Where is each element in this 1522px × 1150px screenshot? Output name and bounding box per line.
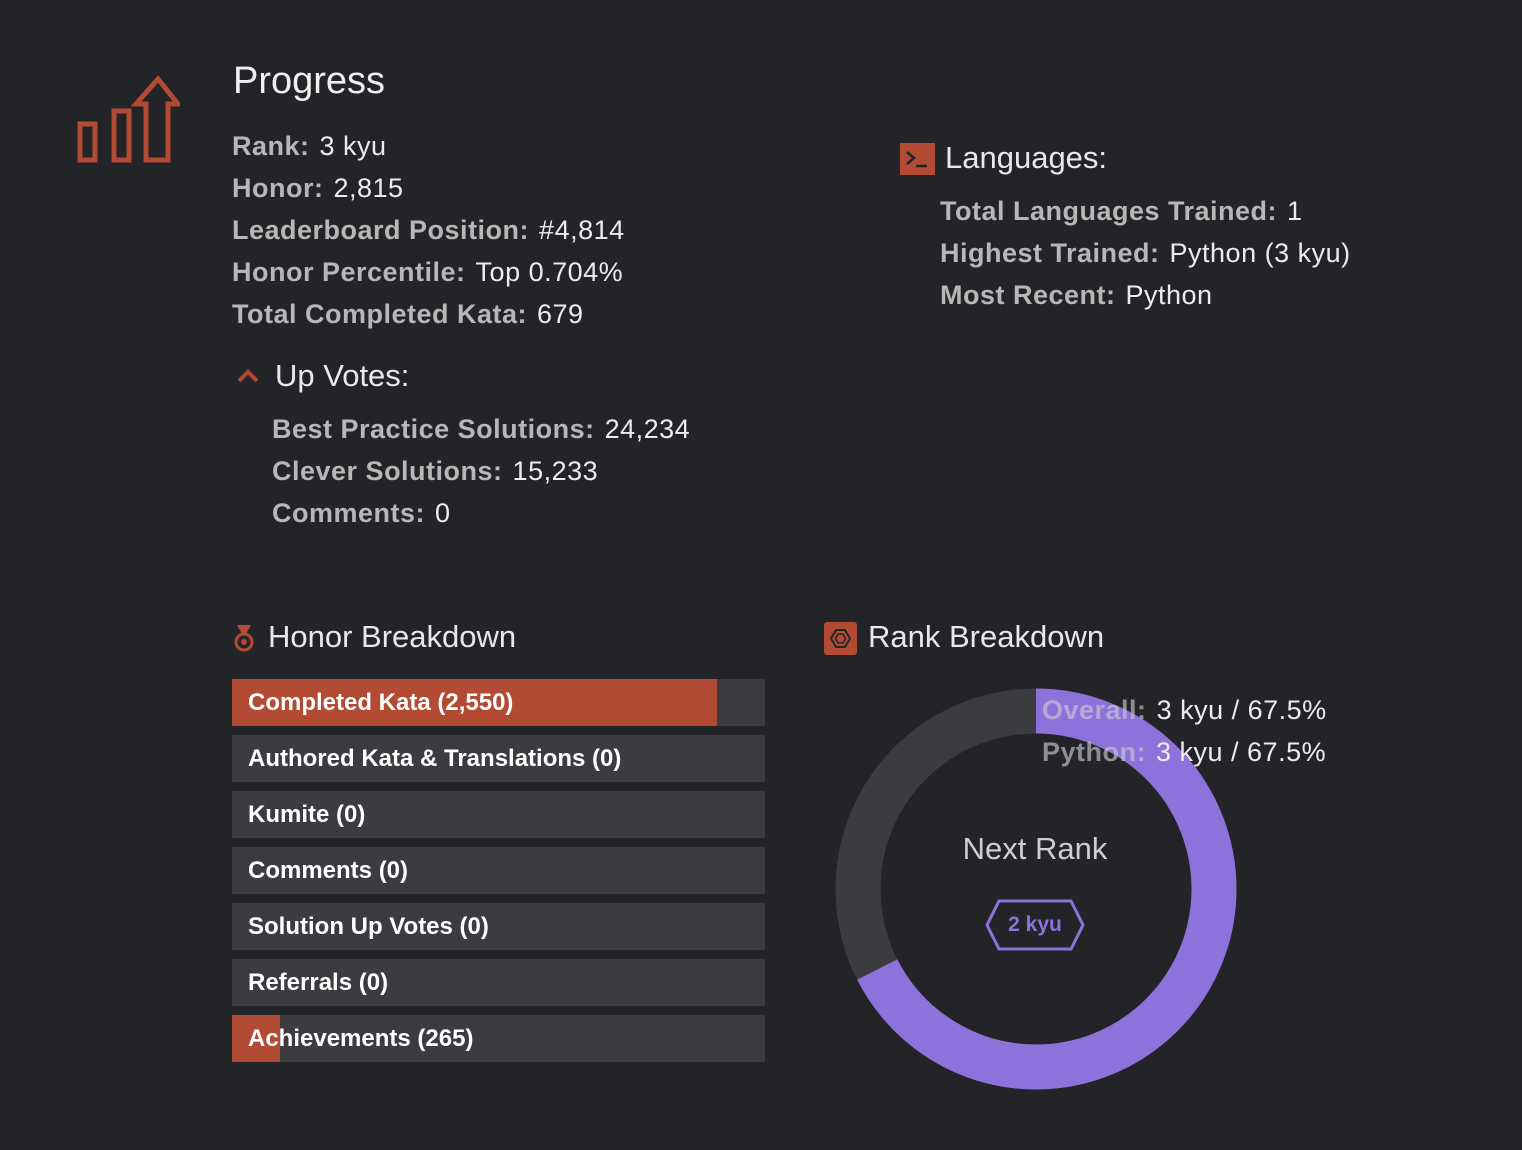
python-rank-label: Python: — [1042, 737, 1146, 767]
next-rank-badge: 2 kyu — [985, 899, 1085, 951]
honor-bar-completed-kata: Completed Kata (2,550) — [232, 679, 765, 726]
highest-trained-label: Highest Trained: — [940, 238, 1160, 268]
python-rank-stat: Python: 3 kyu / 67.5% — [1042, 737, 1326, 768]
honor-bar-kumite: Kumite (0) — [232, 791, 765, 838]
percentile-stat: Honor Percentile: Top 0.704% — [232, 257, 623, 288]
chart-arrow-up-icon — [76, 74, 184, 168]
leaderboard-stat: Leaderboard Position: #4,814 — [232, 215, 625, 246]
overall-rank-label: Overall: — [1042, 695, 1147, 725]
honor-bar-label: Comments (0) — [248, 857, 409, 884]
progress-title: Progress — [233, 60, 386, 102]
hexagon-icon — [824, 622, 857, 655]
rank-breakdown-title: Rank Breakdown — [868, 619, 1105, 654]
honor-bar-fill — [232, 1015, 280, 1062]
completed-kata-stat: Total Completed Kata: 679 — [232, 299, 584, 330]
honor-bar-label: Achievements (265) — [248, 1025, 474, 1052]
leaderboard-value: #4,814 — [539, 215, 625, 245]
honor-bar-authored-kata: Authored Kata & Translations (0) — [232, 735, 765, 782]
chevron-up-icon — [236, 366, 260, 386]
total-languages-label: Total Languages Trained: — [940, 196, 1278, 226]
upvotes-title: Up Votes: — [275, 358, 410, 393]
most-recent-label: Most Recent: — [940, 280, 1116, 310]
clever-stat: Clever Solutions: 15,233 — [272, 456, 598, 487]
honor-bar-label: Solution Up Votes (0) — [248, 913, 489, 940]
terminal-icon — [900, 143, 935, 175]
rank-label: Rank: — [232, 131, 310, 161]
best-practice-label: Best Practice Solutions: — [272, 414, 595, 444]
honor-bar-label: Referrals (0) — [248, 969, 389, 996]
most-recent-value: Python — [1125, 280, 1213, 310]
total-languages-value: 1 — [1287, 196, 1303, 226]
languages-title: Languages: — [945, 140, 1108, 175]
clever-label: Clever Solutions: — [272, 456, 503, 486]
comments-label: Comments: — [272, 498, 426, 528]
hexagon-badge-icon — [985, 899, 1085, 951]
rank-donut-progress — [835, 688, 1237, 1090]
completed-kata-value: 679 — [537, 299, 584, 329]
completed-kata-label: Total Completed Kata: — [232, 299, 528, 329]
python-rank-value: 3 kyu / 67.5% — [1156, 737, 1327, 767]
honor-bar-referrals: Referrals (0) — [232, 959, 765, 1006]
comments-stat: Comments: 0 — [272, 498, 451, 529]
percentile-label: Honor Percentile: — [232, 257, 466, 287]
honor-bar-label: Kumite (0) — [248, 801, 366, 828]
honor-bar-fill — [232, 679, 718, 726]
rank-donut — [835, 688, 1237, 1090]
honor-bar-achievements: Achievements (265) — [232, 1015, 765, 1062]
honor-label: Honor: — [232, 173, 324, 203]
honor-bar-comments: Comments (0) — [232, 847, 765, 894]
comments-value: 0 — [435, 498, 451, 528]
medal-icon — [233, 623, 255, 653]
honor-stat: Honor: 2,815 — [232, 173, 404, 204]
rank-value: 3 kyu — [319, 131, 387, 161]
overall-rank-value: 3 kyu / 67.5% — [1156, 695, 1327, 725]
honor-bar-label: Authored Kata & Translations (0) — [248, 745, 622, 772]
best-practice-stat: Best Practice Solutions: 24,234 — [272, 414, 690, 445]
overall-rank-stat: Overall: 3 kyu / 67.5% — [1042, 695, 1327, 726]
clever-value: 15,233 — [512, 456, 599, 486]
rank-stat: Rank: 3 kyu — [232, 131, 387, 162]
total-languages-stat: Total Languages Trained: 1 — [940, 196, 1303, 227]
best-practice-value: 24,234 — [604, 414, 691, 444]
honor-bar-label: Completed Kata (2,550) — [248, 689, 514, 716]
percentile-value: Top 0.704% — [475, 257, 624, 287]
honor-value: 2,815 — [333, 173, 404, 203]
leaderboard-label: Leaderboard Position: — [232, 215, 530, 245]
most-recent-stat: Most Recent: Python — [940, 280, 1213, 311]
highest-trained-value: Python (3 kyu) — [1169, 238, 1351, 268]
honor-breakdown-title: Honor Breakdown — [268, 619, 517, 654]
next-rank-badge-label: 2 kyu — [1008, 913, 1062, 936]
next-rank-label: Next Rank — [962, 831, 1108, 866]
honor-bar-solution-upvotes: Solution Up Votes (0) — [232, 903, 765, 950]
highest-trained-stat: Highest Trained: Python (3 kyu) — [940, 238, 1351, 269]
